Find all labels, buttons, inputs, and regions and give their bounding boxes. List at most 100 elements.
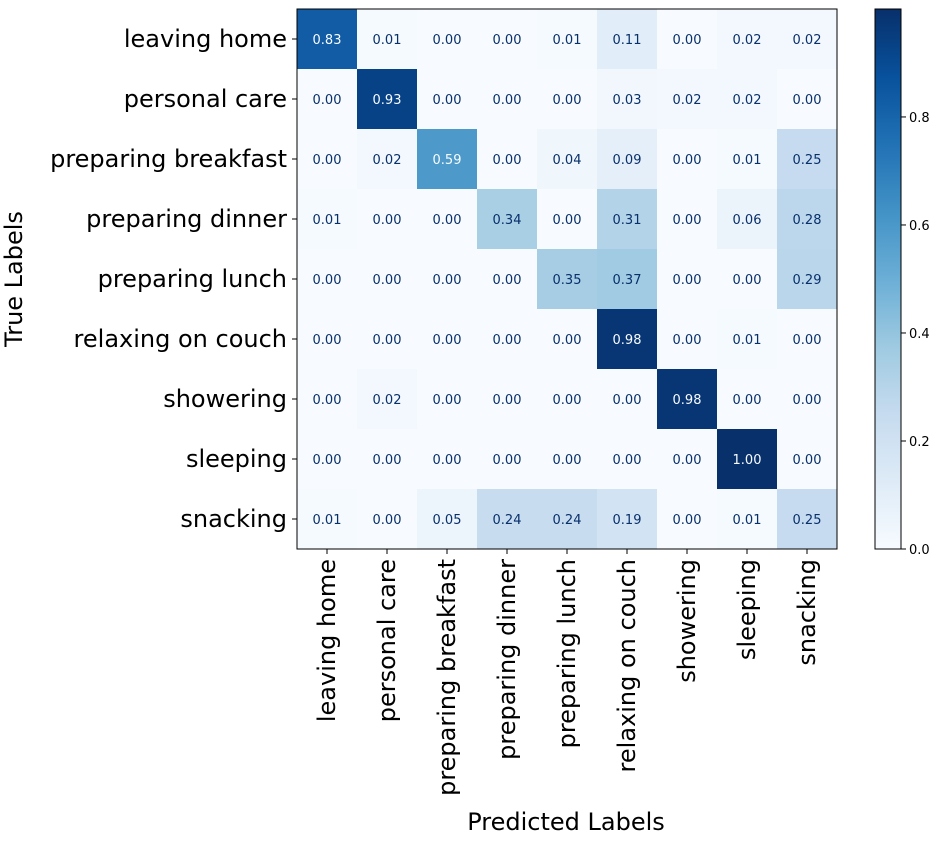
cell-value-label: 0.00 (673, 213, 702, 228)
heatmap-cell (357, 429, 418, 490)
heatmap-cell (417, 129, 478, 190)
cell-value-label: 0.98 (673, 393, 702, 408)
cell-value-label: 0.02 (733, 93, 762, 108)
heatmap-cell (777, 129, 838, 190)
heatmap-cell (597, 429, 658, 490)
heatmap-cell (417, 189, 478, 250)
x-tick-label: preparing dinner (493, 559, 521, 760)
cell-value-label: 0.00 (433, 453, 462, 468)
heatmap-cell (657, 489, 718, 550)
x-tick-labels: leaving home personal care preparing break… (313, 549, 821, 796)
heatmap-cell (777, 429, 838, 490)
cell-value-label: 1.00 (733, 453, 762, 468)
cell-value-label: 0.00 (373, 453, 402, 468)
heatmap-cell (297, 309, 358, 370)
y-tick-labels: leaving home personal care preparing break… (50, 25, 297, 533)
heatmap-cell (297, 189, 358, 250)
cell-value-label: 0.00 (553, 453, 582, 468)
colorbar (874, 8, 902, 550)
colorbar-tick-label: 0.6 (909, 219, 930, 234)
heatmap-cell (417, 429, 478, 490)
y-tick-label: snacking (180, 505, 287, 533)
cell-value-label: 0.00 (553, 393, 582, 408)
x-tick-label: preparing lunch (553, 559, 581, 748)
heatmap-cell (477, 429, 538, 490)
cell-value-label: 0.00 (373, 333, 402, 348)
y-tick-label: personal care (124, 85, 287, 113)
colorbar-ticks: 0.0 0.2 0.4 0.6 0.8 (901, 111, 930, 558)
heatmap-cell (537, 249, 598, 310)
heatmap-cell (597, 369, 658, 430)
heatmap-cell (477, 129, 538, 190)
heatmap-cell (537, 489, 598, 550)
cell-value-label: 0.05 (433, 513, 462, 528)
cell-value-label: 0.00 (793, 453, 822, 468)
heatmap-cell (537, 369, 598, 430)
heatmap-cell (477, 489, 538, 550)
cell-value-label: 0.31 (613, 213, 642, 228)
heatmap-cell (477, 249, 538, 310)
cell-value-label: 0.00 (793, 93, 822, 108)
heatmap-cell (357, 309, 418, 370)
cell-value-label: 0.01 (733, 153, 762, 168)
cell-value-label: 0.00 (793, 393, 822, 408)
cell-value-label: 0.00 (433, 393, 462, 408)
heatmap-cell (477, 9, 538, 70)
cell-value-label: 0.00 (673, 33, 702, 48)
heatmap-cell (657, 69, 718, 130)
cell-value-label: 0.00 (313, 393, 342, 408)
cell-value-label: 0.00 (433, 273, 462, 288)
heatmap-cell (657, 189, 718, 250)
y-tick-label: showering (163, 385, 287, 413)
y-axis-label: True Labels (0, 211, 28, 348)
cell-value-label: 0.02 (733, 33, 762, 48)
colorbar-tick-label: 0.0 (909, 543, 930, 558)
cell-value-label: 0.01 (733, 333, 762, 348)
cell-value-label: 0.29 (793, 273, 822, 288)
cell-value-label: 0.01 (553, 33, 582, 48)
heatmap-cell (477, 69, 538, 130)
heatmap-cell (597, 129, 658, 190)
cell-value-label: 0.00 (493, 273, 522, 288)
x-tick-label: sleeping (733, 559, 761, 660)
heatmap-cell (357, 129, 418, 190)
heatmap-cell (717, 189, 778, 250)
heatmap-cell (357, 249, 418, 310)
x-tick-label: relaxing on couch (613, 559, 641, 772)
cell-value-label: 0.00 (673, 273, 702, 288)
y-tick-label: leaving home (124, 25, 287, 53)
heatmap-cell (777, 69, 838, 130)
heatmap-cell (717, 9, 778, 70)
heatmap-cell (357, 369, 418, 430)
cell-value-label: 0.01 (313, 213, 342, 228)
colorbar-tick-label: 0.2 (909, 435, 930, 450)
cell-value-label: 0.00 (493, 33, 522, 48)
cell-value-label: 0.11 (613, 33, 642, 48)
cell-value-label: 0.01 (733, 513, 762, 528)
cell-value-label: 0.03 (613, 93, 642, 108)
heatmap-cell (297, 369, 358, 430)
cell-value-label: 0.98 (613, 333, 642, 348)
heatmap-cell (537, 309, 598, 370)
heatmap-cell (357, 489, 418, 550)
cell-value-label: 0.00 (433, 93, 462, 108)
heatmap-cell (297, 249, 358, 310)
cell-value-label: 0.09 (613, 153, 642, 168)
cell-value-label: 0.00 (793, 333, 822, 348)
cell-value-label: 0.00 (733, 273, 762, 288)
cell-value-label: 0.00 (493, 393, 522, 408)
heatmap-cell (477, 309, 538, 370)
heatmap-cell (537, 429, 598, 490)
cell-value-label: 0.24 (553, 513, 582, 528)
heatmap-cell (777, 309, 838, 370)
cell-value-label: 0.93 (373, 93, 402, 108)
heatmap-cell (417, 369, 478, 430)
heatmap-cell (717, 429, 778, 490)
colorbar-tick-label: 0.8 (909, 111, 930, 126)
cell-value-label: 0.00 (313, 93, 342, 108)
cell-value-label: 0.59 (433, 153, 462, 168)
heatmap-cell (717, 369, 778, 430)
cell-value-label: 0.00 (313, 453, 342, 468)
heatmap-cell (297, 129, 358, 190)
cell-value-label: 0.00 (673, 153, 702, 168)
